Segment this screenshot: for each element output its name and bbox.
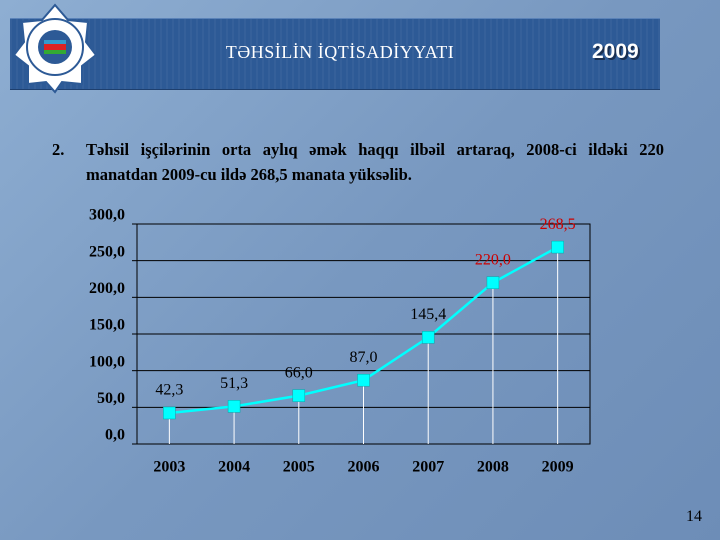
header-title: TƏHSİLİN İQTİSADİYYATI	[225, 42, 455, 62]
x-tick-label: 2007	[412, 459, 444, 476]
x-tick-label: 2009	[542, 459, 574, 476]
data-label: 51,3	[220, 375, 248, 392]
x-tick-label: 2008	[477, 459, 509, 476]
header-band	[10, 18, 660, 90]
y-tick-label: 150,0	[89, 317, 125, 334]
y-tick-label: 200,0	[89, 280, 125, 297]
x-tick-label: 2004	[218, 459, 250, 476]
marker	[163, 406, 176, 420]
x-tick-label: 2003	[153, 459, 185, 476]
y-tick-label: 300,0	[89, 207, 125, 224]
marker	[357, 373, 370, 387]
y-tick-label: 50,0	[97, 390, 125, 407]
y-tick-label: 100,0	[89, 353, 125, 370]
data-label: 66,0	[285, 364, 313, 381]
x-tick-label: 2006	[348, 459, 380, 476]
logo	[12, 3, 98, 94]
item-text: Təhsil işçilərinin orta aylıq əmək haqqı…	[86, 140, 664, 184]
y-tick-label: 0,0	[105, 427, 125, 444]
paragraph: 2. Təhsil işçilərinin orta aylıq əmək ha…	[52, 137, 664, 187]
item-number: 2.	[52, 140, 65, 159]
marker	[227, 400, 241, 413]
marker	[551, 240, 564, 254]
page-number: 14	[686, 508, 702, 525]
stripe	[10, 19, 660, 89]
data-label: 145,4	[410, 306, 446, 323]
data-label: 268,5	[540, 216, 576, 233]
header-year: 2009	[592, 40, 639, 63]
marker	[292, 389, 306, 402]
data-label: 87,0	[350, 349, 378, 366]
marker	[486, 276, 500, 289]
marker	[421, 331, 435, 344]
x-tick-label: 2005	[283, 459, 315, 476]
data-label: 220,0	[475, 251, 511, 268]
data-label: 42,3	[155, 382, 183, 399]
y-tick-label: 250,0	[89, 243, 125, 260]
